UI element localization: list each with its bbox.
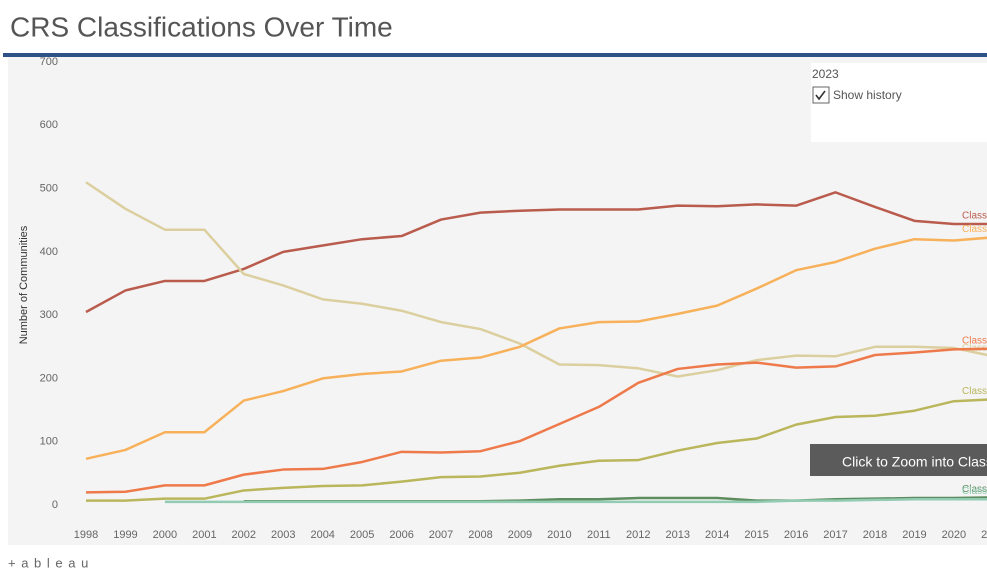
- x-tick-label: 2014: [705, 529, 729, 541]
- x-tick-label: 2021: [981, 529, 987, 541]
- series-label: Class 3: [962, 486, 987, 497]
- x-tick-label: 2007: [429, 529, 453, 541]
- filter-year: 2023: [812, 67, 839, 81]
- x-tick-label: 2009: [508, 529, 532, 541]
- x-tick-label: 2008: [468, 529, 492, 541]
- x-tick-label: 2005: [350, 529, 374, 541]
- x-tick-label: 2017: [823, 529, 847, 541]
- series-label: Class 8: [962, 211, 987, 222]
- series-line: [85, 236, 987, 461]
- x-tick-label: 2012: [626, 529, 650, 541]
- series-line: [164, 498, 987, 504]
- series-label: Class 7: [962, 224, 987, 235]
- x-tick-label: 2011: [587, 529, 611, 541]
- y-tick-label: 300: [40, 309, 58, 321]
- y-tick-label: 200: [40, 372, 58, 384]
- x-tick-label: 2002: [232, 529, 256, 541]
- y-tick-label: 700: [40, 56, 58, 68]
- x-tick-label: 1998: [74, 529, 98, 541]
- filter-panel: [811, 63, 987, 142]
- series-line: [85, 181, 987, 378]
- x-tick-label: 2006: [389, 529, 413, 541]
- series-line: [86, 398, 987, 502]
- x-tick-label: 2004: [310, 529, 334, 541]
- x-tick-label: 2013: [666, 529, 690, 541]
- series-label: Class 6: [962, 335, 987, 346]
- x-tick-label: 2003: [271, 529, 295, 541]
- y-tick-label: 400: [40, 246, 58, 258]
- x-tick-label: 2020: [942, 529, 966, 541]
- x-tick-label: 2018: [863, 529, 887, 541]
- x-tick-label: 2015: [744, 529, 768, 541]
- title-rule: [3, 53, 987, 57]
- y-tick-label: 500: [40, 182, 58, 194]
- y-tick-label: 600: [40, 119, 58, 131]
- checkbox-label[interactable]: Show history: [833, 88, 902, 102]
- page-title: CRS Classifications Over Time: [10, 11, 393, 42]
- x-tick-label: 2000: [153, 529, 177, 541]
- series-line: [85, 347, 987, 494]
- tableau-logo[interactable]: + a b l e a u: [8, 555, 89, 570]
- tooltip-text[interactable]: Click to Zoom into Class: [842, 454, 987, 470]
- y-axis-label: Number of Communities: [18, 225, 30, 344]
- x-tick-label: 2016: [784, 529, 808, 541]
- series-label: Class 5: [962, 386, 987, 397]
- check-icon: [815, 90, 826, 101]
- series-label: Class 4: [962, 484, 987, 495]
- x-tick-label: 2001: [192, 529, 216, 541]
- tooltip-box[interactable]: [810, 444, 987, 476]
- y-tick-label: 0: [52, 499, 58, 511]
- y-tick-label: 100: [40, 436, 58, 448]
- x-tick-label: 1999: [113, 529, 137, 541]
- x-tick-label: 2019: [902, 529, 926, 541]
- series-line: [85, 191, 987, 314]
- x-tick-label: 2010: [547, 529, 571, 541]
